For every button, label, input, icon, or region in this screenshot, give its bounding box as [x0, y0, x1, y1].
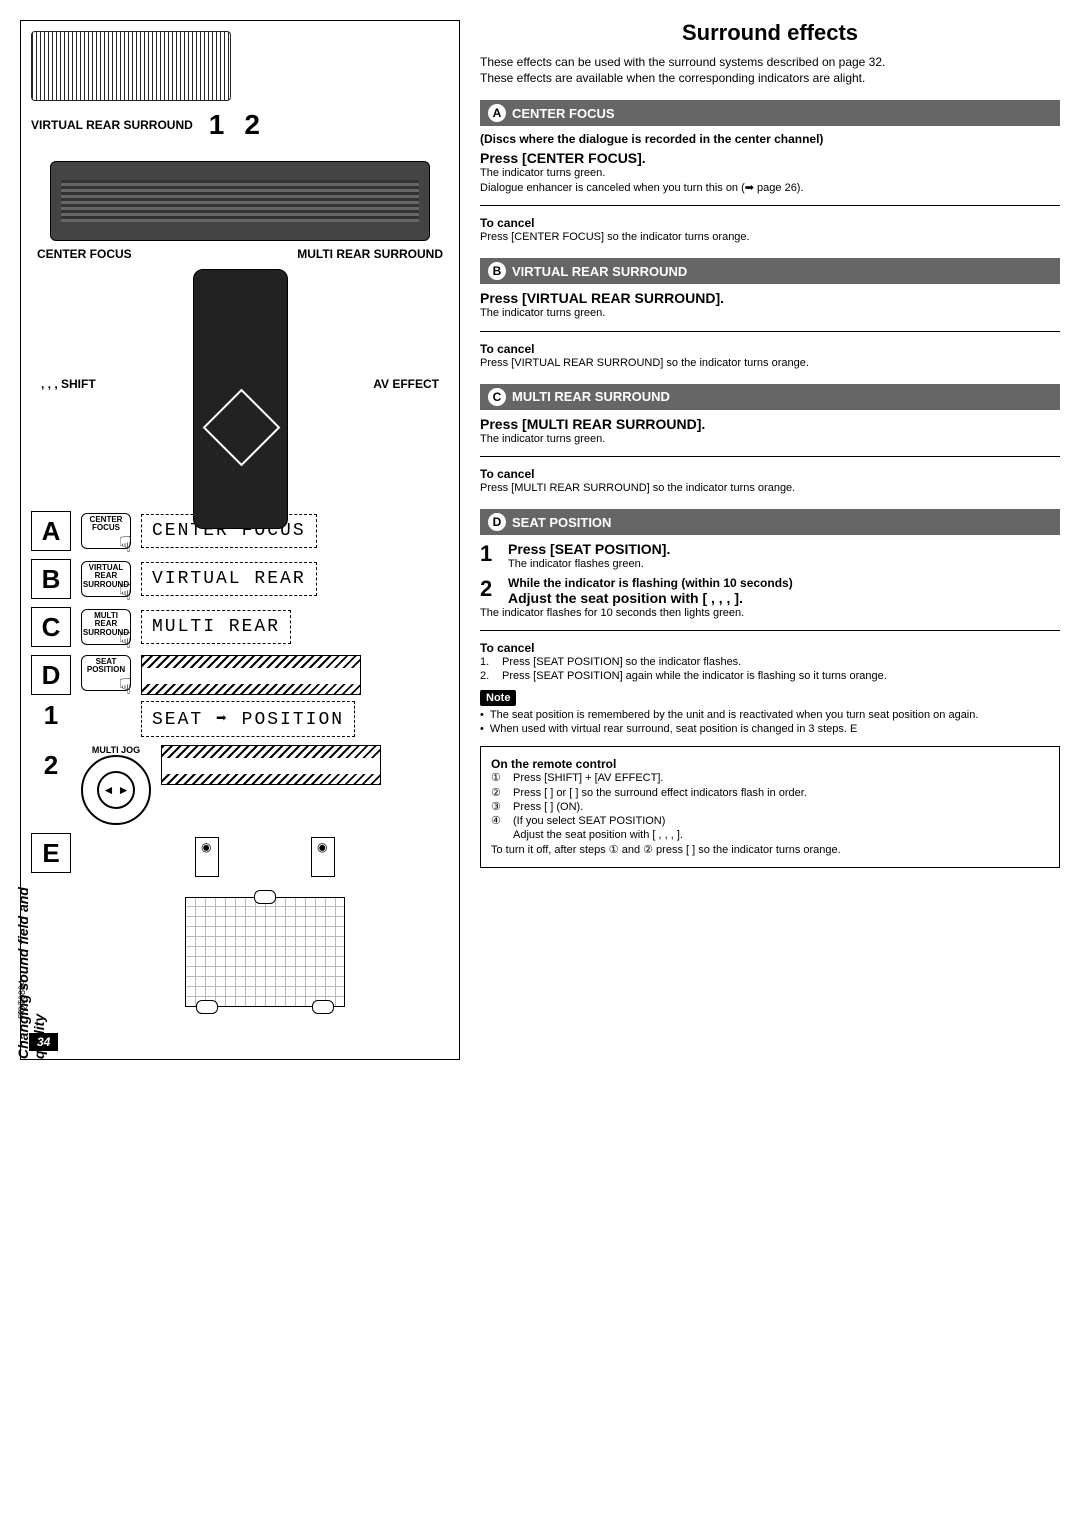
center-focus-label: CENTER FOCUS: [37, 247, 132, 261]
lcd-display-c: MULTI REAR: [141, 610, 291, 644]
remote-step-2: Press [ ] or [ ] so the surround effect …: [513, 786, 807, 800]
section-a-cancel-h: To cancel: [480, 216, 1060, 230]
panel-d-step2: 2: [31, 745, 71, 785]
section-c-heading: MULTI REAR SURROUND: [512, 389, 670, 404]
document-id: RQT6894: [17, 980, 27, 1019]
section-a-letter: A: [488, 104, 506, 122]
section-a-bar: A CENTER FOCUS: [480, 100, 1060, 126]
panel-letter-b: B: [31, 559, 71, 599]
shift-label: SHIFT: [61, 377, 96, 391]
step-after: The indicator flashes for 10 seconds the…: [480, 606, 1060, 620]
section-c-press: Press [MULTI REAR SURROUND].: [480, 416, 1060, 432]
panel-letter-c: C: [31, 607, 71, 647]
vrs-label: VIRTUAL REAR SURROUND: [31, 118, 193, 132]
intro-2: These effects are available when the cor…: [480, 70, 1060, 86]
page-title: Surround effects: [480, 20, 1060, 46]
step-1-num: 1: [480, 541, 500, 567]
section-d-heading: SEAT POSITION: [512, 515, 611, 530]
section-a-heading: CENTER FOCUS: [512, 106, 615, 121]
lcd-display-d: SEAT ➡ POSITION: [141, 701, 355, 737]
remote-heading: On the remote control: [491, 757, 1049, 771]
panel-letter-e: E: [31, 833, 71, 873]
section-c-cancel-h: To cancel: [480, 467, 1060, 481]
step-2-b: Adjust the seat position with [ , , , ].: [508, 590, 793, 606]
section-b-heading: VIRTUAL REAR SURROUND: [512, 264, 687, 279]
section-b-indicator: The indicator turns green.: [480, 306, 1060, 320]
section-c-cancel: Press [MULTI REAR SURROUND] so the indic…: [480, 481, 1060, 495]
remote-off: To turn it off, after steps ① and ② pres…: [491, 843, 1049, 857]
left-illustration-column: Changing sound field and quality RQT6894…: [20, 20, 460, 1060]
arrows-label: , , ,: [41, 377, 58, 391]
seat-grid-1: [141, 655, 361, 695]
section-d-cancel-h: To cancel: [480, 641, 1060, 655]
section-a-discs-note: (Discs where the dialogue is recorded in…: [480, 132, 1060, 146]
step-2-a: While the indicator is flashing (within …: [508, 576, 793, 590]
step-1-body: The indicator flashes green.: [508, 557, 670, 571]
section-b-bar: B VIRTUAL REAR SURROUND: [480, 258, 1060, 284]
multi-jog-dial: [81, 755, 151, 825]
section-c-indicator: The indicator turns green.: [480, 432, 1060, 446]
callout-2: 2: [244, 109, 260, 141]
section-a-cancel: Press [CENTER FOCUS] so the indicator tu…: [480, 230, 1060, 244]
section-c-letter: C: [488, 388, 506, 406]
d-cancel-2: Press [SEAT POSITION] again while the in…: [502, 669, 887, 683]
section-d-letter: D: [488, 513, 506, 531]
note-2: When used with virtual rear surround, se…: [490, 722, 857, 736]
seat-grid-2: [161, 745, 381, 785]
section-a-extra: Dialogue enhancer is canceled when you t…: [480, 181, 1060, 195]
section-b-press: Press [VIRTUAL REAR SURROUND].: [480, 290, 1060, 306]
multi-jog-label: MULTI JOG: [81, 745, 151, 755]
section-a-press: Press [CENTER FOCUS].: [480, 150, 1060, 166]
section-d-bar: D SEAT POSITION: [480, 509, 1060, 535]
section-a-indicator: The indicator turns green.: [480, 166, 1060, 180]
multi-rear-label: MULTI REAR SURROUND: [297, 247, 443, 261]
remote-step-1: Press [SHIFT] + [AV EFFECT].: [513, 771, 663, 785]
d-cancel-1: Press [SEAT POSITION] so the indicator f…: [502, 655, 741, 669]
vrs-button-illus: VIRTUAL REARSURROUND: [81, 561, 131, 597]
note-1: The seat position is remembered by the u…: [490, 708, 979, 722]
section-b-cancel-h: To cancel: [480, 342, 1060, 356]
remote-step-3: Press [ ] (ON).: [513, 800, 583, 814]
mrs-button-illus: MULTI REARSURROUND: [81, 609, 131, 645]
note-chip: Note: [480, 690, 516, 706]
side-heading: Changing sound field and quality: [15, 871, 47, 1059]
remote-control-box: On the remote control ①Press [SHIFT] + […: [480, 746, 1060, 868]
seat-pos-button-illus: SEATPOSITION: [81, 655, 131, 691]
av-effect-label: AV EFFECT: [373, 377, 439, 391]
step-1-heading: Press [SEAT POSITION].: [508, 541, 670, 557]
intro-1: These effects can be used with the surro…: [480, 54, 1060, 70]
remote-step-4b: Adjust the seat position with [ , , , ].: [513, 829, 683, 841]
front-panel-sketch: [50, 161, 430, 241]
callout-1: 1: [209, 109, 225, 141]
equipment-sketch: [31, 31, 231, 101]
step-2-num: 2: [480, 576, 500, 602]
section-b-cancel: Press [VIRTUAL REAR SURROUND] so the ind…: [480, 356, 1060, 370]
remote-sketch: [193, 269, 288, 529]
section-c-bar: C MULTI REAR SURROUND: [480, 384, 1060, 410]
right-text-column: Surround effects These effects can be us…: [480, 20, 1060, 1060]
center-focus-button-illus: CENTERFOCUS: [81, 513, 131, 549]
panel-letter-d: D: [31, 655, 71, 695]
lcd-display-b: VIRTUAL REAR: [141, 562, 317, 596]
remote-step-4: (If you select SEAT POSITION): [513, 815, 665, 827]
seat-position-diagram: [155, 837, 375, 1037]
page-number: 34: [29, 1033, 58, 1051]
panel-letter-a: A: [31, 511, 71, 551]
panel-d-step1: 1: [31, 695, 71, 735]
section-b-letter: B: [488, 262, 506, 280]
